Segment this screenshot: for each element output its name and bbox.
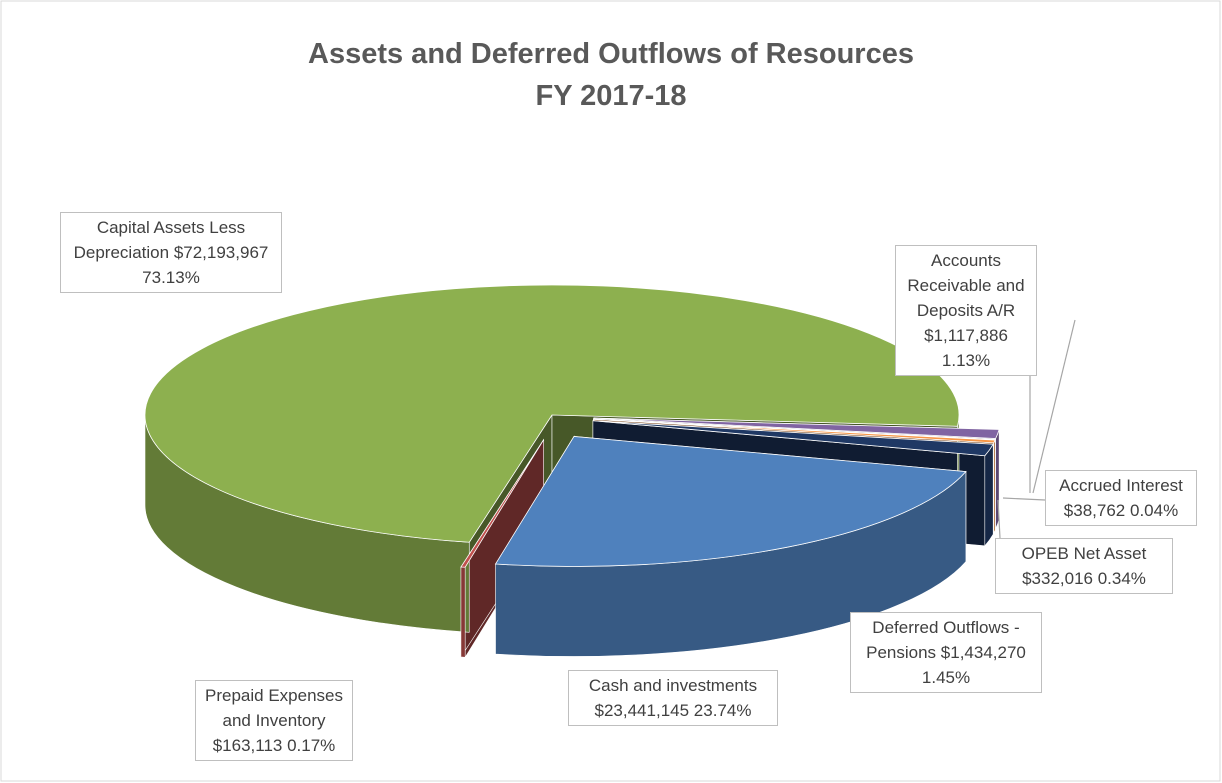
data-label: Prepaid Expenses and Inventory $163,113 … xyxy=(195,680,353,761)
percent-label: 0.17% xyxy=(287,736,336,755)
data-label: Cash and investments $23,441,145 23.74% xyxy=(568,670,778,726)
data-label: Accrued Interest $38,762 0.04% xyxy=(1045,470,1197,526)
percent-label: 73.13% xyxy=(142,268,200,287)
category-name: OPEB Net Asset xyxy=(1021,544,1147,563)
leader-line xyxy=(997,499,1001,539)
percent-label: 1.45% xyxy=(921,668,971,687)
category-name: Cash and investments xyxy=(588,676,758,695)
amount-label: $72,193,967 xyxy=(173,243,269,262)
percent-label: 23.74% xyxy=(693,701,752,720)
pie-slice xyxy=(593,417,1000,439)
amount-label: $23,441,145 xyxy=(594,701,690,720)
pie-slice xyxy=(593,418,996,444)
pie-slice xyxy=(494,436,967,567)
category-name: Accrued Interest xyxy=(1059,476,1183,495)
leader-line xyxy=(1002,497,1046,501)
data-label: Accounts Receivable and Deposits A/R $1,… xyxy=(895,245,1037,376)
slice-wall xyxy=(460,566,466,658)
amount-label: $332,016 xyxy=(1022,569,1093,588)
amount-label: $1,117,886 xyxy=(924,326,1008,345)
percent-label: 0.04% xyxy=(1129,501,1179,520)
percent-label: 1.13% xyxy=(941,351,991,370)
slice-tops xyxy=(144,284,1000,568)
data-label: Deferred Outflows - Pensions $1,434,270 … xyxy=(850,612,1042,693)
data-label: Capital Assets Less Depreciation $72,193… xyxy=(60,212,282,293)
leader-line xyxy=(1032,319,1076,494)
slice-wall xyxy=(993,439,996,534)
amount-label: $38,762 xyxy=(1063,501,1126,520)
slice-wall xyxy=(984,443,994,547)
category-name: Deferred Outflows - Pensions xyxy=(866,618,1020,662)
percent-label: 0.34% xyxy=(1097,569,1146,588)
chart-title: Assets and Deferred Outflows of Resource… xyxy=(308,38,914,70)
chart-subtitle: FY 2017-18 xyxy=(535,80,687,112)
amount-label: $1,434,270 xyxy=(940,643,1026,662)
category-name: Capital Assets Less Depreciation xyxy=(73,218,246,262)
pie-slice xyxy=(144,284,960,543)
category-name: Prepaid Expenses and Inventory xyxy=(205,686,343,730)
category-name: Accounts Receivable and Deposits A/R xyxy=(907,251,1025,320)
data-label: OPEB Net Asset $332,016 0.34% xyxy=(995,538,1173,594)
pie-slice xyxy=(592,420,994,457)
pie-slice xyxy=(460,439,545,568)
amount-label: $163,113 xyxy=(212,736,283,755)
